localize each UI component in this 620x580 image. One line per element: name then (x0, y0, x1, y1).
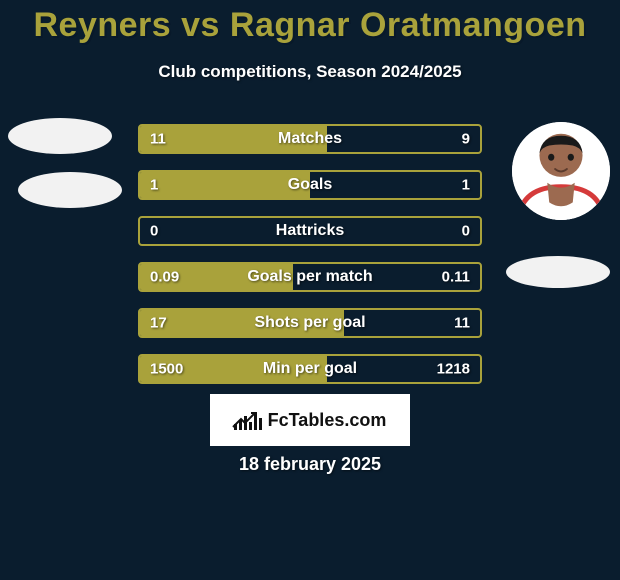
player-left-avatar-2 (18, 172, 122, 208)
brand-bar (249, 422, 252, 430)
player-right-avatar (512, 122, 610, 220)
stat-label: Shots per goal (254, 314, 365, 332)
stat-row-fill (140, 172, 310, 198)
comparison-bars: 119Matches11Goals00Hattricks0.090.11Goal… (138, 124, 482, 400)
stat-row: 1500 1218 Min per goal (138, 354, 482, 384)
brand-bar (259, 418, 262, 430)
stat-label: Min per goal (263, 360, 357, 378)
stat-value-right: 1 (462, 177, 470, 194)
stat-label: Goals (288, 176, 332, 194)
stat-row: 1 1 Goals (138, 170, 482, 200)
stat-value-left: 1 (150, 177, 158, 194)
stat-value-left: 11 (150, 131, 166, 148)
brand-badge: FcTables.com (210, 394, 410, 446)
stat-value-right: 11 (454, 315, 470, 332)
stat-row: 0 0 Hattricks (138, 216, 482, 246)
date-label: 18 february 2025 (0, 454, 620, 475)
stat-value-left: 0 (150, 223, 158, 240)
stat-value-left: 0.09 (150, 269, 179, 286)
brand-bar (254, 412, 257, 430)
page-subtitle: Club competitions, Season 2024/2025 (0, 62, 620, 82)
stat-row: 17 11 Shots per goal (138, 308, 482, 338)
brand-bar (244, 416, 247, 430)
person-icon (512, 122, 610, 220)
page-title: Reyners vs Ragnar Oratmangoen (0, 6, 620, 45)
player-right-avatar-2 (506, 256, 610, 288)
brand-bar (234, 424, 237, 430)
stat-label: Matches (278, 130, 342, 148)
stat-row: 11 9 Matches (138, 124, 482, 154)
stat-value-right: 0 (462, 223, 470, 240)
brand-bar (239, 420, 242, 430)
stat-value-left: 17 (150, 315, 167, 332)
brand-bars-icon (234, 410, 262, 430)
stat-row: 0.09 0.11 Goals per match (138, 262, 482, 292)
stat-value-right: 0.11 (442, 269, 470, 286)
stat-value-right: 9 (462, 131, 470, 148)
stat-value-left: 1500 (150, 361, 183, 378)
stat-value-right: 1218 (437, 361, 470, 378)
stat-label: Goals per match (247, 268, 372, 286)
brand-text: FcTables.com (268, 410, 387, 431)
player-left-avatar-1 (8, 118, 112, 154)
stat-label: Hattricks (276, 222, 344, 240)
